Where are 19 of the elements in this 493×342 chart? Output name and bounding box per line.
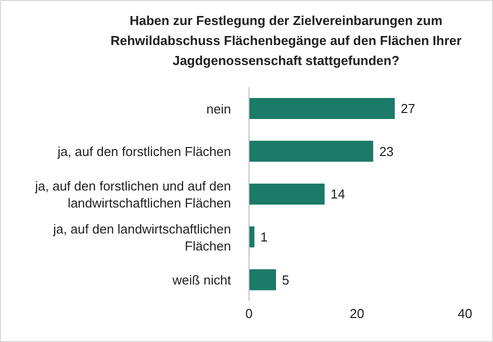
data-label: 23 xyxy=(379,144,394,159)
y-tick-label: ja, auf den landwirtschaftlichen Flächen xyxy=(52,220,231,253)
y-tick-label: weiß nicht xyxy=(171,272,232,288)
data-label: 27 xyxy=(400,101,416,116)
bar xyxy=(249,140,374,162)
bar xyxy=(249,269,276,290)
x-tick-label: 40 xyxy=(458,306,472,322)
x-tick-label: 20 xyxy=(350,306,364,322)
y-tick-label: nein xyxy=(206,100,231,116)
data-label: 5 xyxy=(282,272,290,288)
bar xyxy=(249,98,395,119)
x-tick-label: 0 xyxy=(245,306,253,322)
bar xyxy=(249,226,254,248)
data-label: 1 xyxy=(260,230,268,245)
data-label: 14 xyxy=(330,186,346,202)
bar xyxy=(249,184,325,205)
y-tick-label: ja, auf den forstlichen und auf den landwirtschaftlichen Flächen xyxy=(34,178,231,210)
chart-title: Haben zur Festlegung der Zielvereinbarungen zum Rehwildabschuss Flächenbegänge auf den Flächen Ihrer Jagdgenossenschaft stattgefunden? xyxy=(109,12,463,70)
y-tick-label: ja, auf den forstlichen Flächen xyxy=(56,144,231,159)
